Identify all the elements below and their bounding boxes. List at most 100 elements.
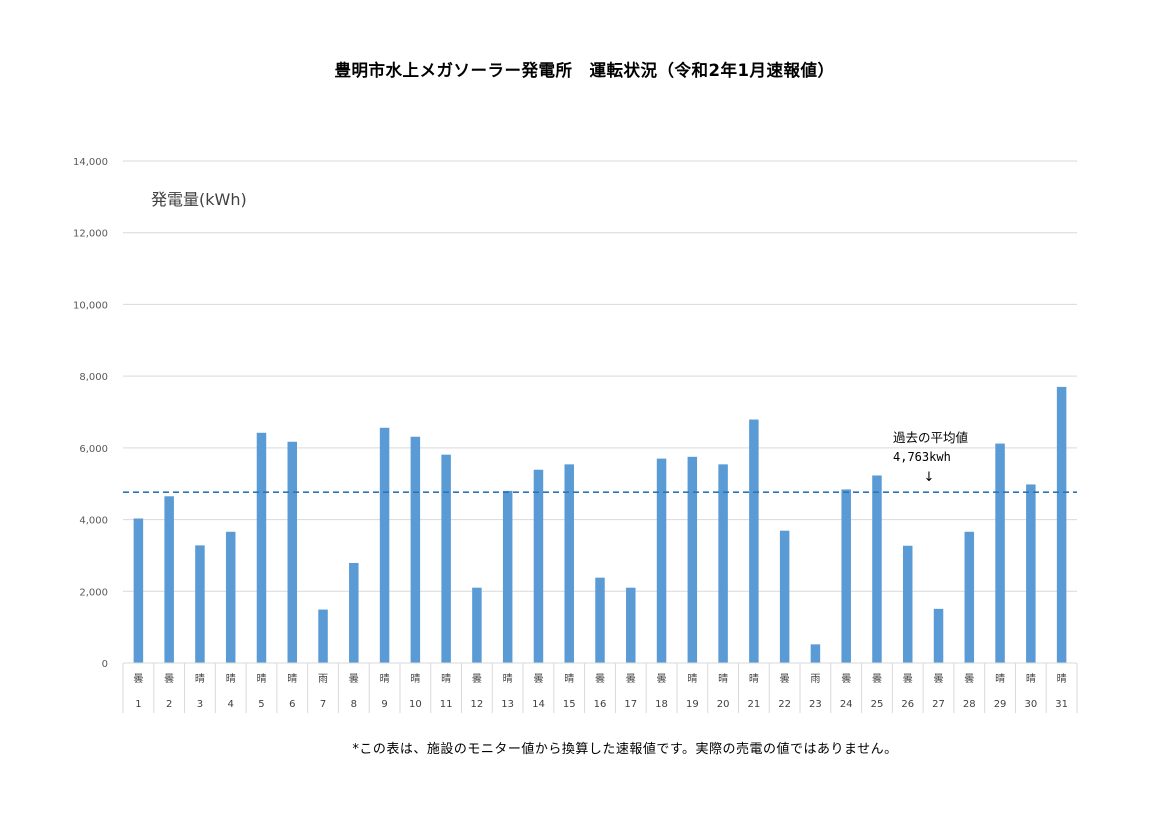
average-annotation-arrow: ↓ — [924, 470, 935, 485]
weather-label: 晴 — [410, 672, 420, 685]
x-tick-label: 17 — [624, 699, 637, 710]
weather-label: 曇 — [626, 673, 636, 685]
weather-label: 晴 — [503, 672, 513, 685]
bar — [502, 490, 513, 663]
bar — [933, 608, 944, 663]
weather-label: 曇 — [349, 673, 359, 685]
bar — [626, 587, 636, 663]
x-tick-label: 2 — [166, 699, 172, 710]
x-tick-label: 10 — [409, 699, 422, 710]
bar — [318, 609, 328, 663]
x-tick-label: 8 — [351, 699, 357, 710]
x-tick-label: 26 — [901, 699, 914, 710]
x-tick-label: 5 — [258, 699, 264, 710]
weather-label: 雨 — [318, 674, 328, 685]
average-annotation-value: 4,763kwh — [893, 450, 951, 464]
x-tick-label: 29 — [994, 699, 1007, 710]
weather-label: 曇 — [780, 673, 790, 685]
x-tick-label: 1 — [135, 699, 141, 710]
weather-label: 曇 — [533, 673, 543, 685]
bar — [472, 587, 482, 663]
bar — [564, 464, 574, 663]
y-axis-label: 発電量(kWh) — [151, 190, 247, 209]
x-tick-label: 18 — [655, 699, 668, 710]
weather-label: 曇 — [657, 673, 667, 685]
bar — [995, 443, 1005, 663]
bar — [533, 469, 544, 663]
x-tick-label: 16 — [594, 699, 607, 710]
weather-label: 曇 — [841, 673, 851, 685]
x-tick-label: 7 — [320, 699, 326, 710]
average-annotation-title: 過去の平均値 — [893, 430, 968, 445]
weather-label: 晴 — [749, 672, 759, 685]
x-tick-label: 31 — [1055, 699, 1068, 710]
x-tick-label: 28 — [963, 699, 976, 710]
bar — [749, 419, 759, 663]
weather-label: 晴 — [380, 672, 390, 685]
x-tick-label: 11 — [440, 699, 453, 710]
bar — [779, 530, 790, 663]
bar — [349, 562, 359, 663]
x-tick-label: 19 — [686, 699, 699, 710]
bar — [287, 441, 298, 663]
x-tick-label: 24 — [840, 699, 853, 710]
weather-label: 曇 — [595, 673, 605, 685]
x-tick-label: 3 — [197, 699, 203, 710]
weather-label: 晴 — [564, 672, 574, 685]
x-tick-label: 27 — [932, 699, 945, 710]
bar — [964, 531, 975, 663]
x-tick-label: 22 — [778, 699, 791, 710]
x-tick-label: 6 — [289, 699, 295, 710]
footnote: *この表は、施設のモニター値から換算した速報値です。実際の売電の値ではありません… — [352, 742, 898, 757]
x-tick-label: 30 — [1024, 699, 1037, 710]
weather-label: 晴 — [995, 672, 1005, 685]
weather-label: 曇 — [903, 673, 913, 685]
x-tick-label: 14 — [532, 699, 545, 710]
weather-label: 曇 — [164, 673, 174, 685]
y-tick-label: 2,000 — [79, 587, 108, 598]
weather-label: 晴 — [226, 672, 236, 685]
y-tick-label: 10,000 — [73, 300, 108, 311]
chart-title: 豊明市水上メガソーラー発電所 運転状況（令和2年1月速報値） — [334, 61, 835, 80]
weather-label: 曇 — [934, 673, 944, 685]
bar — [687, 456, 698, 663]
y-tick-label: 8,000 — [79, 372, 108, 383]
bar — [841, 489, 851, 663]
bar — [441, 454, 451, 663]
bar — [656, 458, 667, 663]
x-tick-label: 4 — [228, 699, 234, 710]
y-tick-label: 0 — [102, 659, 108, 670]
weather-label: 曇 — [472, 673, 482, 685]
y-tick-label: 12,000 — [73, 229, 108, 240]
x-tick-label: 9 — [381, 699, 387, 710]
y-tick-label: 6,000 — [79, 444, 108, 455]
y-tick-label: 14,000 — [73, 157, 108, 168]
weather-label: 晴 — [256, 672, 266, 685]
x-tick-label: 20 — [717, 699, 730, 710]
x-tick-label: 15 — [563, 699, 576, 710]
weather-label: 曇 — [964, 673, 974, 685]
x-tick-label: 23 — [809, 699, 822, 710]
bar — [595, 577, 605, 663]
bar — [1056, 386, 1067, 663]
bar — [195, 545, 205, 663]
x-tick-label: 25 — [871, 699, 884, 710]
bar — [718, 464, 728, 663]
x-tick-label: 13 — [501, 699, 514, 710]
y-tick-label: 4,000 — [79, 516, 108, 527]
bar — [133, 518, 144, 663]
weather-label: 曇 — [872, 673, 882, 685]
weather-label: 晴 — [718, 672, 728, 685]
weather-label: 晴 — [1057, 672, 1067, 685]
bar — [225, 531, 236, 663]
weather-label: 晴 — [441, 672, 451, 685]
x-tick-label: 12 — [471, 699, 484, 710]
weather-label: 晴 — [687, 672, 697, 685]
bar — [810, 644, 821, 663]
weather-label: 晴 — [195, 672, 205, 685]
bar — [164, 496, 174, 663]
bar — [872, 475, 882, 663]
weather-label: 雨 — [810, 674, 820, 685]
bar — [1026, 484, 1036, 663]
